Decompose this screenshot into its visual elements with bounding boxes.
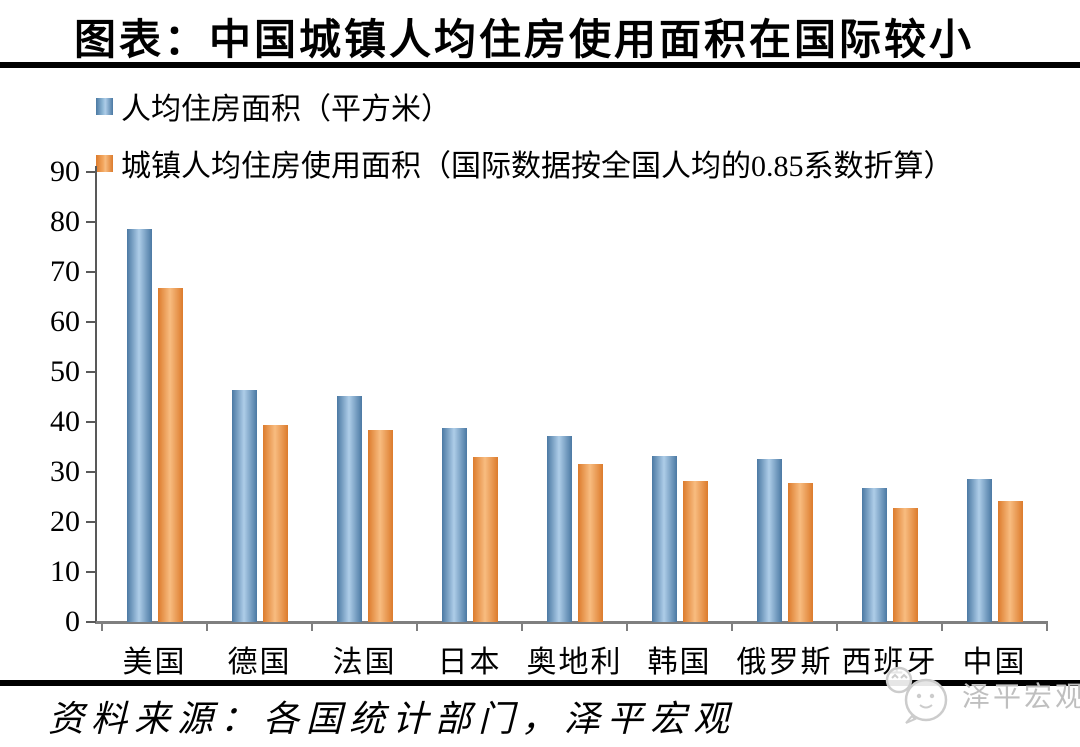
x-axis-tick — [416, 622, 418, 631]
category-label-德国: 德国 — [227, 646, 292, 679]
legend-label-urban-usable-area: 城镇人均住房使用面积（国际数据按全国人均的0.85系数折算） — [121, 150, 954, 183]
y-axis-line — [95, 166, 97, 623]
y-axis-tick — [86, 271, 96, 273]
y-axis-label: 60 — [50, 305, 80, 338]
y-axis-tick — [86, 621, 96, 623]
category-label-俄罗斯: 俄罗斯 — [736, 646, 833, 679]
bar-blue-中国 — [966, 479, 992, 622]
y-axis-label: 40 — [50, 405, 80, 438]
x-axis-tick — [626, 622, 628, 631]
bar-orange-美国 — [157, 287, 183, 622]
y-axis-tick — [86, 421, 96, 423]
y-axis-tick — [86, 171, 96, 173]
category-label-法国: 法国 — [332, 646, 397, 679]
x-axis-tick — [731, 622, 733, 631]
x-axis-tick — [836, 622, 838, 631]
y-axis-label: 50 — [50, 355, 80, 388]
title-divider-line — [0, 62, 1080, 68]
y-axis-label: 20 — [50, 505, 80, 538]
y-axis-label: 10 — [50, 555, 80, 588]
x-axis-tick — [521, 622, 523, 631]
y-axis-label: 90 — [50, 155, 80, 188]
bar-blue-法国 — [336, 395, 362, 622]
x-axis-tick — [101, 622, 103, 631]
y-axis-label: 70 — [50, 255, 80, 288]
watermark: 泽平宏观 — [882, 666, 1080, 724]
x-axis-tick — [1046, 622, 1048, 631]
x-axis-tick — [206, 622, 208, 631]
category-label-韩国: 韩国 — [647, 646, 712, 679]
bar-orange-日本 — [472, 456, 498, 622]
bar-blue-德国 — [231, 389, 257, 622]
y-axis-tick — [86, 471, 96, 473]
bar-orange-奥地利 — [577, 463, 603, 622]
category-label-美国: 美国 — [122, 646, 187, 679]
y-axis-tick — [86, 221, 96, 223]
source-note: 资料来源：各国统计部门，泽平宏观 — [48, 699, 737, 739]
x-axis-tick — [941, 622, 943, 631]
category-label-中国: 中国 — [962, 646, 1027, 679]
bar-orange-俄罗斯 — [787, 483, 813, 622]
y-axis-tick — [86, 521, 96, 523]
legend-item-urban-usable-area: 城镇人均住房使用面积（国际数据按全国人均的0.85系数折算） — [96, 141, 954, 185]
y-axis-label: 80 — [50, 205, 80, 238]
bar-blue-奥地利 — [546, 435, 572, 622]
x-axis-line — [95, 621, 1048, 624]
bar-blue-韩国 — [651, 456, 677, 622]
bar-blue-西班牙 — [861, 487, 887, 622]
legend-item-housing-area: 人均住房面积（平方米） — [96, 84, 954, 128]
bar-blue-俄罗斯 — [756, 458, 782, 622]
legend-swatch-blue — [96, 97, 113, 115]
y-axis-label: 30 — [50, 455, 80, 488]
y-axis-tick — [86, 371, 96, 373]
bar-orange-法国 — [367, 429, 393, 622]
category-label-日本: 日本 — [437, 646, 502, 679]
legend-label-housing-area: 人均住房面积（平方米） — [121, 93, 451, 126]
y-axis-label: 0 — [65, 605, 80, 638]
bar-blue-日本 — [441, 427, 467, 622]
bar-orange-中国 — [997, 500, 1023, 622]
bar-orange-韩国 — [682, 481, 708, 622]
chat-bubbles-logo-icon — [885, 666, 948, 724]
legend: 人均住房面积（平方米） 城镇人均住房使用面积（国际数据按全国人均的0.85系数折… — [96, 84, 954, 198]
footer-divider-line — [0, 680, 1080, 686]
y-axis-tick — [86, 321, 96, 323]
x-axis-tick — [311, 622, 313, 631]
legend-swatch-orange — [96, 154, 113, 172]
chart-title: 图表：中国城镇人均住房使用面积在国际较小 — [74, 18, 975, 64]
bar-orange-西班牙 — [892, 507, 918, 622]
watermark-text: 泽平宏观 — [962, 682, 1080, 713]
bar-orange-德国 — [262, 424, 288, 622]
category-label-奥地利: 奥地利 — [526, 646, 623, 679]
bar-blue-美国 — [126, 228, 152, 622]
y-axis-tick — [86, 571, 96, 573]
